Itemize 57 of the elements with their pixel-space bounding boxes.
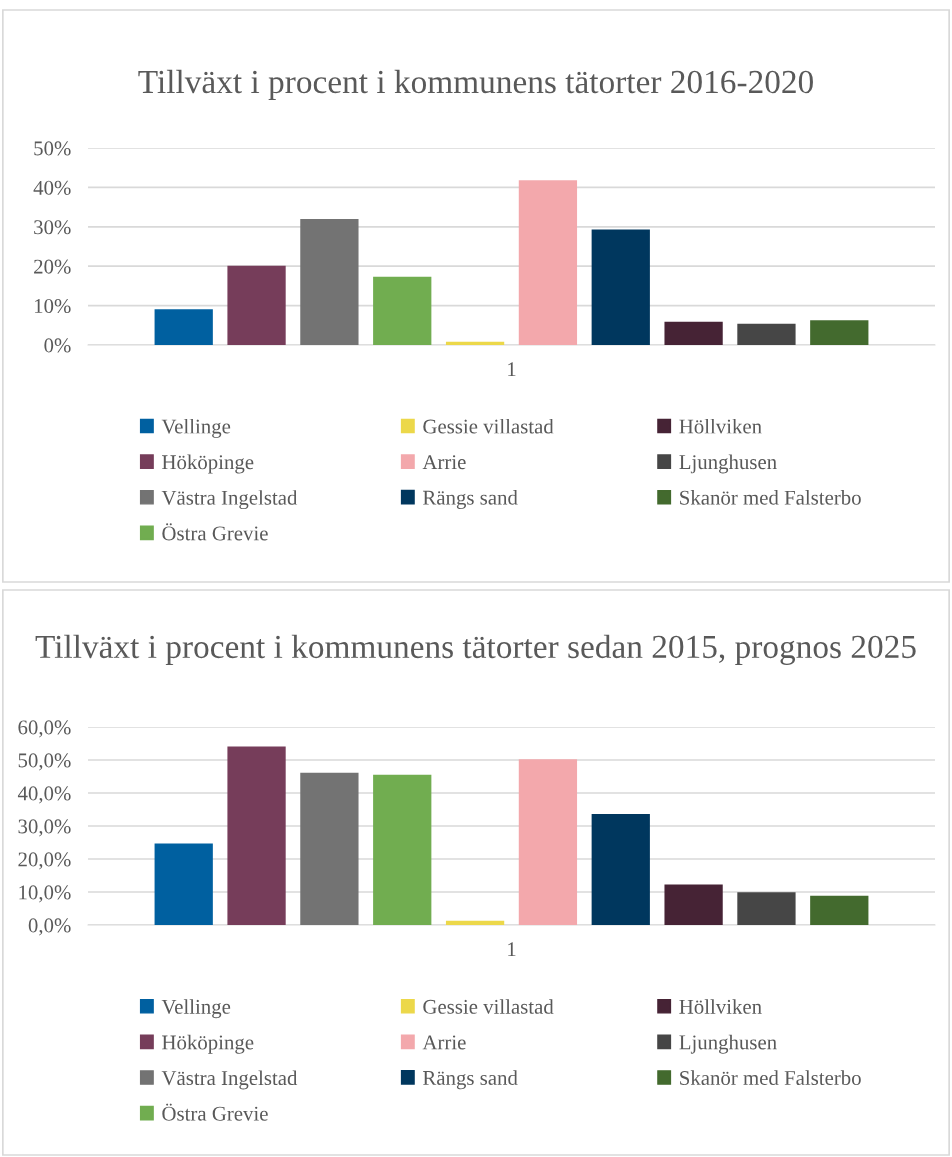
legend-label: Hököpinge <box>162 1034 254 1054</box>
bar <box>445 341 505 345</box>
bar <box>737 892 796 925</box>
y-tick-label: 20,0% <box>18 852 71 870</box>
y-tick-label: 20% <box>34 259 71 274</box>
legend-label: Gessie villastad <box>423 999 554 1014</box>
y-tick-label: 10,0% <box>19 885 71 903</box>
bar <box>810 320 869 345</box>
bar <box>664 321 723 345</box>
y-tick-label: 60,0% <box>18 720 71 738</box>
legend-label: Gessie villastad <box>423 418 554 434</box>
y-tick-label: 0,0% <box>28 918 71 936</box>
bar <box>300 772 359 925</box>
x-tick-label: 1 <box>508 362 516 377</box>
bar <box>373 774 432 925</box>
legend-label: Ljunghusen <box>679 454 777 474</box>
bar <box>518 180 578 345</box>
legend-label: Höllviken <box>679 418 762 434</box>
legend-label: Vellinge <box>161 999 231 1019</box>
legend-label: Västra Ingelstad <box>161 1070 298 1090</box>
y-tick-label: 40% <box>33 180 71 195</box>
y-tick-label: 50% <box>34 141 71 156</box>
bar <box>591 814 650 925</box>
bar <box>810 895 869 925</box>
bar <box>227 746 286 925</box>
bar <box>664 884 723 925</box>
bar <box>591 229 650 345</box>
legend-label: Skanör med Falsterbo <box>680 1070 861 1086</box>
y-tick-label: 30,0% <box>18 819 71 837</box>
chart-title: Tillväxt i procent i kommunens tätorter sedan 2015, prognos 2025 <box>35 634 916 665</box>
bar <box>518 759 578 925</box>
legend-label: Västra Ingelstad <box>161 490 298 510</box>
bar <box>154 843 213 925</box>
legend-label: Höllviken <box>679 999 762 1014</box>
y-tick-label: 50,0% <box>18 753 71 771</box>
bar <box>154 309 213 345</box>
legend-label: Vellinge <box>161 418 231 438</box>
legend-label: Östra Grevie <box>162 523 268 541</box>
x-tick-label: 1 <box>508 942 516 957</box>
legend-label: Hököpinge <box>162 454 254 474</box>
legend-label: Arrie <box>422 1035 466 1050</box>
chart-title: Tillväxt i procent i kommunens tätorter 2016-2020 <box>138 69 813 100</box>
bar <box>737 323 796 345</box>
y-tick-label: 40,0% <box>17 786 71 804</box>
bar <box>300 218 359 345</box>
y-tick-label: 10% <box>34 298 71 314</box>
y-tick-label: 0% <box>44 338 71 353</box>
legend-label: Rängs sand <box>423 1070 518 1090</box>
bar <box>227 265 286 345</box>
bar <box>373 276 432 345</box>
legend-label: Ljunghusen <box>679 1034 777 1054</box>
legend-label: Rängs sand <box>423 490 518 509</box>
legend-label: Skanör med Falsterbo <box>680 490 861 505</box>
y-tick-label: 30% <box>34 220 71 235</box>
legend-label: Östra Grevie <box>162 1103 268 1121</box>
legend-label: Arrie <box>422 455 466 470</box>
bar <box>445 920 505 925</box>
